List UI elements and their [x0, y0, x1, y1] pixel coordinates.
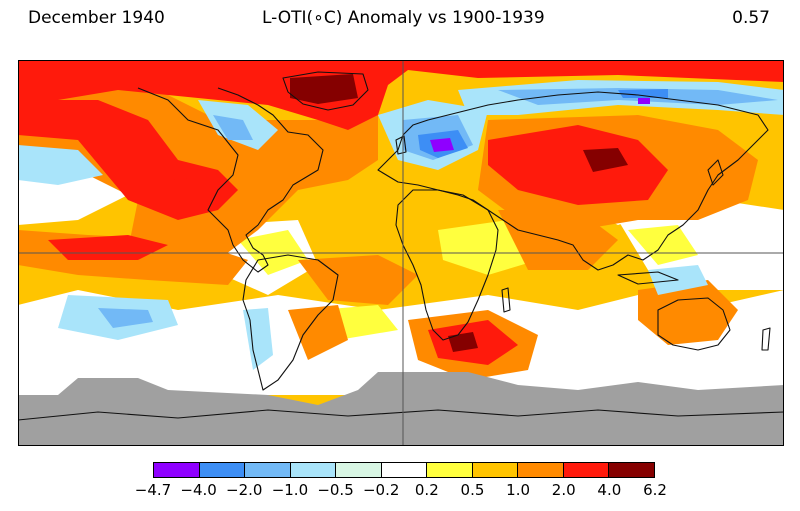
- coastline-australia: [657, 297, 731, 351]
- colorbar-tick-label: −4.7: [134, 481, 172, 499]
- coastline-madagascar: [501, 287, 511, 313]
- colorbar-tick-label: −1.0: [271, 481, 309, 499]
- coastline-europe-asia: [377, 91, 769, 271]
- coastline-antarctica: [18, 409, 784, 421]
- coastline-south-america: [242, 254, 339, 391]
- anomaly-region-extreme-cold: [430, 138, 454, 152]
- colorbar-segment: [290, 463, 337, 477]
- colorbar-tick-label: 0.2: [414, 481, 439, 499]
- anomaly-region-extreme-warm: [290, 74, 358, 104]
- colorbar-tick-label: 1.0: [506, 481, 531, 499]
- anomaly-region-near-zero: [18, 290, 784, 395]
- colorbar-tick-label: 6.2: [643, 481, 667, 499]
- anomaly-region-very-warm: [48, 235, 168, 260]
- anomaly-region-near-zero: [618, 200, 784, 290]
- map-main-title: L-OTI(∘C) Anomaly vs 1900-1939: [262, 8, 545, 28]
- anomaly-region-colder: [98, 308, 153, 328]
- anomaly-region-light-warm: [628, 225, 698, 265]
- colorbar-segment: [609, 463, 655, 477]
- no-data-region: [18, 372, 784, 446]
- anomaly-region-colder: [213, 115, 253, 140]
- colorbar-tick-label: −0.2: [362, 481, 400, 499]
- anomaly-region-very-warm: [168, 178, 198, 202]
- coastline-north-america: [137, 87, 324, 273]
- anomaly-region-extreme-cold: [638, 98, 650, 104]
- colorbar-segment: [245, 463, 291, 477]
- coastline-japan: [707, 159, 724, 186]
- colorbar-segment: [518, 463, 564, 477]
- colorbar-tick-label: 4.0: [597, 481, 622, 499]
- coastline-new-zealand: [761, 327, 771, 351]
- colorbar-segment: [563, 463, 610, 477]
- global-mean-value: 0.57: [732, 8, 770, 28]
- coastline-uk: [395, 135, 407, 155]
- colorbar-tick-label: −0.5: [317, 481, 354, 499]
- colorbar-ticks: −4.7 −4.0 −2.0 −1.0 −0.5 −0.2 0.2 0.5 1.0 2.0 4.0 6…: [135, 481, 667, 501]
- colorbar-tick-label: −2.0: [226, 481, 263, 499]
- anomaly-map: [18, 60, 784, 446]
- coastline-greenland: [282, 71, 369, 111]
- colorbar-segment: [427, 463, 473, 477]
- colorbar-tick-label: 2.0: [551, 481, 576, 499]
- anomaly-region-extreme-warm: [583, 148, 628, 172]
- map-frame: [18, 60, 784, 446]
- anomaly-region-cold: [618, 89, 668, 98]
- anomaly-region-cool: [18, 145, 103, 185]
- colorbar-segment: [154, 463, 200, 477]
- anomaly-region-very-warm: [18, 60, 784, 130]
- colorbar: [153, 462, 655, 478]
- coastline-indonesia: [617, 271, 679, 285]
- colorbar-tick-label: −4.0: [180, 481, 217, 499]
- colorbar-segment: [381, 463, 428, 477]
- map-date-title: December 1940: [28, 8, 165, 28]
- anomaly-region-warm: [638, 280, 738, 345]
- colorbar-segment: [336, 463, 382, 477]
- colorbar-segment: [199, 463, 246, 477]
- anomaly-region-warm: [288, 305, 348, 360]
- anomaly-region-very-warm: [488, 125, 668, 205]
- colorbar-segment: [472, 463, 519, 477]
- colorbar-tick-label: 0.5: [460, 481, 485, 499]
- anomaly-region-extreme-warm: [448, 332, 478, 352]
